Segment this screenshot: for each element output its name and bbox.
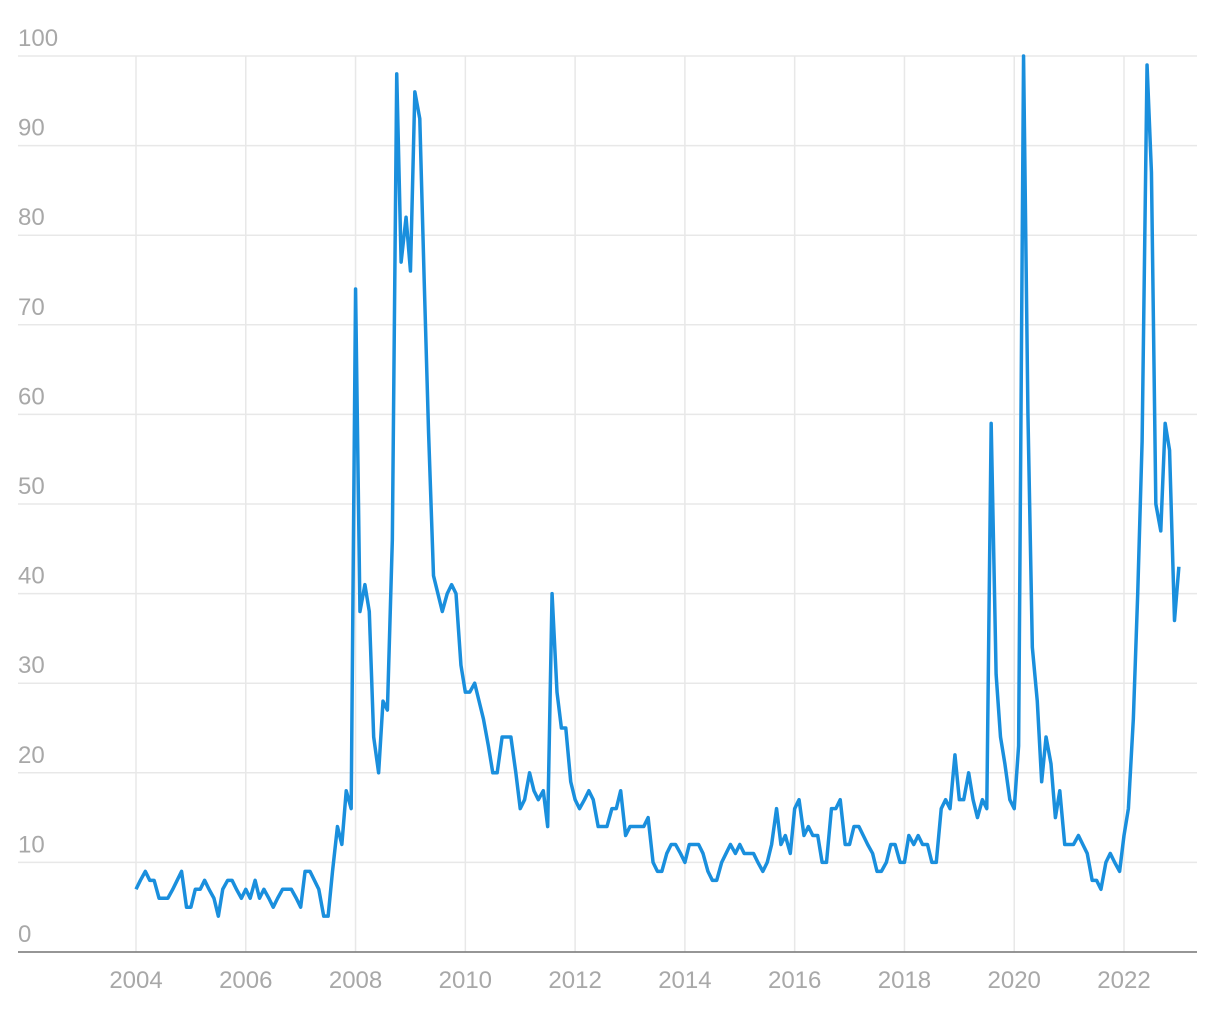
y-tick-label: 40 (18, 563, 45, 590)
x-tick-label: 2016 (768, 967, 821, 994)
y-tick-label: 60 (18, 383, 45, 410)
x-tick-label: 2018 (878, 967, 931, 994)
x-tick-label: 2014 (658, 967, 711, 994)
y-tick-label: 30 (18, 652, 45, 679)
y-tick-label: 100 (18, 25, 58, 52)
x-tick-label: 2004 (109, 967, 162, 994)
x-tick-label: 2022 (1097, 967, 1150, 994)
y-tick-label: 20 (18, 742, 45, 769)
y-tick-label: 10 (18, 831, 45, 858)
y-tick-label: 50 (18, 473, 45, 500)
y-tick-label: 90 (18, 115, 45, 142)
y-tick-label: 70 (18, 294, 45, 321)
y-tick-label: 0 (18, 921, 31, 948)
x-tick-label: 2006 (219, 967, 272, 994)
x-tick-label: 2010 (439, 967, 492, 994)
line (134, 54, 1181, 918)
x-tick-label: 2020 (988, 967, 1041, 994)
x-tick-label: 2012 (548, 967, 601, 994)
y-tick-label: 80 (18, 204, 45, 231)
x-tick-label: 2008 (329, 967, 382, 994)
